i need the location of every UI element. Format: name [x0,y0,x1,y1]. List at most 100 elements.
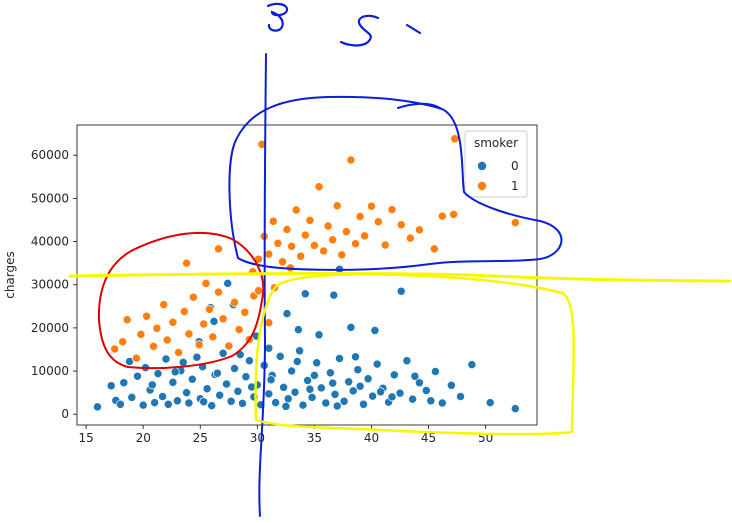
data-point-smoker-0 [150,398,160,408]
data-point-smoker-0 [178,357,188,367]
data-point-smoker-1 [346,155,356,165]
legend-label: 1 [511,179,519,193]
data-point-smoker-0 [226,396,236,406]
legend-entries: 01 [477,159,519,193]
data-point-smoker-0 [271,398,281,408]
data-point-smoker-0 [244,356,254,366]
data-point-smoker-1 [149,341,158,351]
data-point-smoker-1 [159,300,169,310]
data-point-smoker-1 [208,332,218,342]
y-tick-label: 0 [61,407,69,421]
data-point-smoker-1 [300,230,310,240]
data-point-smoker-0 [485,398,495,408]
legend-label: 0 [511,159,519,173]
data-point-smoker-1 [136,329,146,339]
data-point-smoker-1 [204,304,214,314]
data-point-smoker-0 [170,367,180,377]
data-point-smoker-1 [287,241,297,251]
data-point-smoker-0 [212,368,222,378]
data-point-smoker-1 [179,307,189,316]
yellow-horizontal-line [68,271,732,283]
data-point-smoker-1 [396,220,406,230]
data-point-smoker-1 [214,244,223,254]
data-point-smoker-0 [172,396,182,406]
hand-drawn-annotations [68,2,732,517]
data-point-smoker-1 [367,201,376,211]
data-point-smoker-1 [168,317,178,327]
data-point-smoker-0 [292,357,302,366]
data-point-smoker-0 [238,398,247,408]
y-tick-label: 20000 [31,321,69,335]
points-layer [93,134,520,414]
x-tick-label: 35 [307,431,322,445]
legend-marker [477,161,487,171]
data-point-smoker-0 [298,400,308,410]
y-tick-label: 60000 [31,148,69,162]
data-point-smoker-1 [194,340,204,350]
data-point-smoker-1 [162,335,172,345]
data-point-smoker-0 [305,384,315,394]
data-point-smoker-0 [359,399,368,409]
data-point-smoker-1 [264,249,274,259]
data-point-smoker-1 [240,307,250,317]
blue-scribble-mark-1 [266,2,289,32]
data-point-smoker-0 [389,370,399,380]
data-point-smoker-0 [395,388,405,398]
data-point-smoker-1 [319,246,329,256]
data-point-smoker-1 [332,201,342,211]
data-point-smoker-1 [510,218,520,228]
data-point-smoker-1 [273,238,283,248]
data-point-smoker-0 [153,369,163,379]
data-point-smoker-0 [426,396,436,406]
data-point-smoker-0 [222,379,231,389]
data-point-smoker-0 [187,374,197,384]
data-point-smoker-0 [290,387,300,397]
data-point-smoker-1 [387,205,397,215]
data-point-smoker-0 [275,351,285,361]
legend-marker [477,181,487,191]
x-tick-label: 15 [78,431,93,445]
data-point-smoker-0 [209,316,219,326]
data-point-smoker-1 [341,227,351,237]
data-point-smoker-0 [314,330,324,340]
data-point-smoker-1 [449,209,459,219]
data-point-smoker-0 [161,354,171,364]
data-point-smoker-1 [230,297,239,307]
data-point-smoker-1 [296,251,306,261]
y-tick-label: 30000 [31,278,69,292]
data-point-smoker-0 [287,366,297,376]
legend-title: smoker [474,136,518,150]
data-point-smoker-0 [199,397,209,407]
data-point-smoker-0 [316,383,326,393]
data-point-smoker-1 [351,239,360,249]
data-point-smoker-0 [330,389,340,399]
x-tick-label: 20 [136,431,151,445]
data-point-smoker-1 [268,216,278,226]
data-point-smoker-0 [329,290,339,300]
x-tick-label: 25 [193,431,208,445]
data-point-smoker-1 [254,286,263,296]
data-point-smoker-1 [188,292,198,302]
data-point-smoker-0 [467,360,477,370]
data-point-smoker-0 [115,399,125,409]
data-point-smoker-0 [293,325,303,335]
data-point-smoker-0 [163,399,173,409]
red-region-outline [97,231,265,370]
data-point-smoker-1 [110,344,120,354]
data-point-smoker-1 [323,221,333,231]
data-point-smoker-0 [414,378,424,388]
data-point-smoker-0 [192,352,202,362]
data-point-smoker-1 [218,314,228,324]
x-tick-label: 45 [421,431,436,445]
data-point-smoker-1 [355,212,365,221]
data-point-smoker-0 [93,402,102,412]
data-point-smoker-1 [224,341,234,351]
x-axis: 15 20 25 30 35 40 45 50 [78,425,493,445]
data-point-smoker-0 [264,389,274,399]
data-point-smoker-0 [266,375,276,385]
data-point-smoker-0 [363,374,373,384]
data-point-smoker-0 [335,354,344,363]
data-point-smoker-0 [368,391,378,401]
